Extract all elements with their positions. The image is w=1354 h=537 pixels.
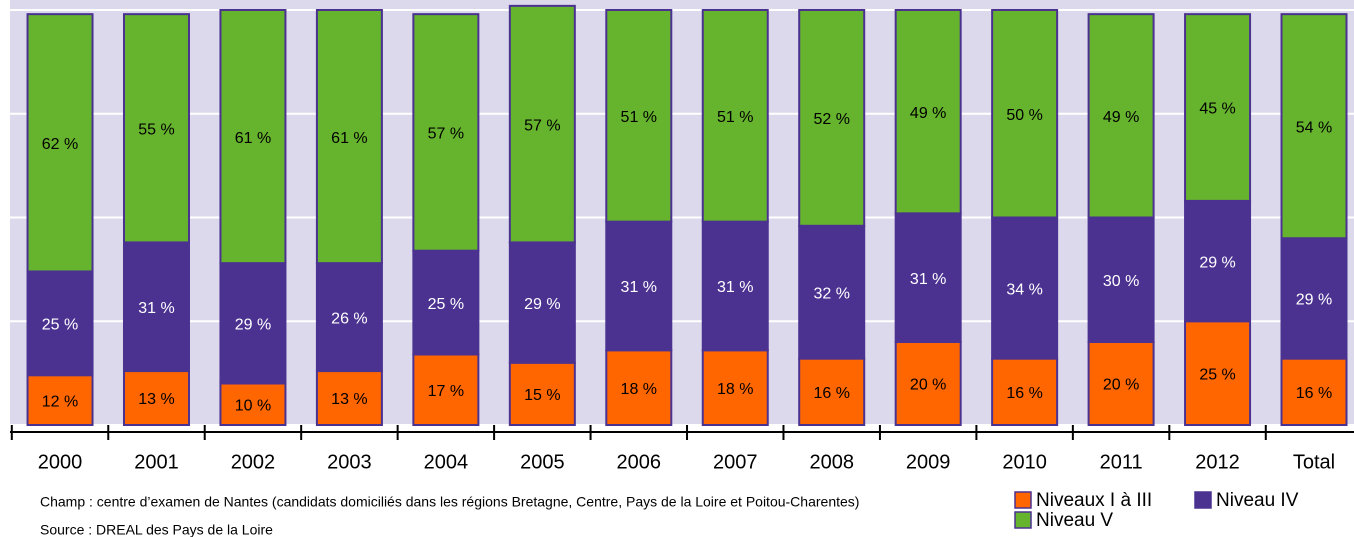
bar-segment	[315, 9, 383, 265]
data-label: 18 %	[621, 381, 657, 398]
data-label: 61 %	[331, 130, 367, 147]
x-tick-label: 2005	[520, 451, 565, 473]
data-label: 49 %	[1103, 109, 1139, 126]
data-label: 16 %	[813, 385, 849, 402]
bar-segment	[412, 13, 480, 252]
data-label: 18 %	[717, 381, 753, 398]
x-tick-label: 2006	[617, 451, 662, 473]
bar-segment	[1280, 237, 1348, 360]
bar-segment	[1087, 216, 1155, 343]
x-tick-label: 2011	[1100, 451, 1143, 473]
data-label: 55 %	[138, 121, 174, 138]
data-label: 51 %	[717, 109, 753, 126]
data-label: 16 %	[1006, 385, 1042, 402]
data-label: 52 %	[813, 111, 849, 128]
data-label: 26 %	[331, 310, 367, 327]
note: Source : DREAL des Pays de la Loire	[40, 522, 273, 537]
data-label: 34 %	[1006, 281, 1042, 298]
data-label: 25 %	[1199, 366, 1235, 383]
bar-segment	[798, 9, 866, 227]
bar-segment	[219, 262, 287, 385]
bar-segment	[605, 9, 673, 223]
data-label: 13 %	[138, 391, 174, 408]
bar-segment	[701, 9, 769, 223]
legend-swatch	[1014, 491, 1032, 509]
data-label: 57 %	[428, 126, 464, 143]
bar-segment	[315, 370, 383, 426]
legend-swatch	[1014, 511, 1032, 529]
bar-segment	[798, 357, 866, 427]
bar-segment	[798, 224, 866, 360]
bar-segment	[1184, 13, 1252, 202]
data-label: 54 %	[1296, 119, 1332, 136]
x-tick-label: 2009	[906, 451, 951, 473]
data-label: 16 %	[1296, 385, 1332, 402]
bar-segment	[26, 374, 94, 427]
data-label: 25 %	[42, 317, 78, 334]
bar-segment	[122, 241, 190, 373]
data-label: 29 %	[1296, 292, 1332, 309]
bar-segment	[26, 13, 94, 273]
x-tick-label: Total	[1293, 451, 1335, 473]
bar-segment	[605, 220, 673, 352]
data-label: 62 %	[42, 136, 78, 153]
bar-segment	[315, 262, 383, 373]
bar-segment	[894, 9, 962, 215]
data-label: 31 %	[621, 279, 657, 296]
x-tick-label: 2008	[809, 451, 854, 473]
data-label: 20 %	[910, 377, 946, 394]
bar-segment	[1280, 13, 1348, 240]
bar-segment	[1184, 320, 1252, 426]
bar-segment	[508, 241, 576, 364]
data-label: 29 %	[235, 317, 271, 334]
data-label: 45 %	[1199, 101, 1235, 118]
data-label: 31 %	[138, 300, 174, 317]
x-tick-label: 2010	[1002, 451, 1047, 473]
legend-swatch	[1194, 491, 1212, 509]
data-label: 49 %	[910, 105, 946, 122]
bar-segment	[894, 212, 962, 343]
x-tick-label: 2003	[327, 451, 372, 473]
data-label: 12 %	[42, 393, 78, 410]
data-label: 30 %	[1103, 273, 1139, 290]
data-label: 13 %	[331, 391, 367, 408]
bar-segment	[1087, 13, 1155, 219]
bar-segment	[1280, 357, 1348, 427]
bar-segment	[26, 270, 94, 377]
data-label: 57 %	[524, 117, 560, 134]
legend-label: Niveau IV	[1216, 490, 1299, 511]
x-tick-label: 2007	[713, 451, 758, 473]
data-label: 17 %	[428, 383, 464, 400]
data-label: 32 %	[813, 285, 849, 302]
bar-segment	[508, 4, 576, 244]
data-label: 51 %	[621, 109, 657, 126]
x-tick-label: 2001	[134, 451, 179, 473]
data-label: 10 %	[235, 397, 271, 414]
data-label: 20 %	[1103, 377, 1139, 394]
note: Champ : centre d’examen de Nantes (candi…	[40, 494, 859, 510]
data-label: 31 %	[717, 279, 753, 296]
legend-label: Niveau V	[1036, 510, 1113, 531]
bar-segment	[1184, 199, 1252, 323]
bar-segment	[219, 9, 287, 265]
x-tick-label: 2000	[38, 451, 83, 473]
data-label: 25 %	[428, 296, 464, 313]
x-tick-label: 2004	[424, 451, 469, 473]
data-label: 29 %	[1199, 254, 1235, 271]
bar-segment	[1087, 341, 1155, 426]
data-label: 29 %	[524, 296, 560, 313]
x-tick-label: 2002	[231, 451, 276, 473]
bar-segment	[122, 13, 190, 244]
data-label: 50 %	[1006, 107, 1042, 124]
bar-segment	[894, 341, 962, 426]
x-tick-label: 2012	[1195, 451, 1240, 473]
bar-segment	[991, 9, 1059, 219]
data-label: 61 %	[235, 130, 271, 147]
bar-segment	[701, 220, 769, 352]
data-label: 31 %	[910, 271, 946, 288]
bar-segment	[412, 353, 480, 427]
data-label: 15 %	[524, 387, 560, 404]
legend-label: Niveaux I à III	[1036, 490, 1152, 511]
